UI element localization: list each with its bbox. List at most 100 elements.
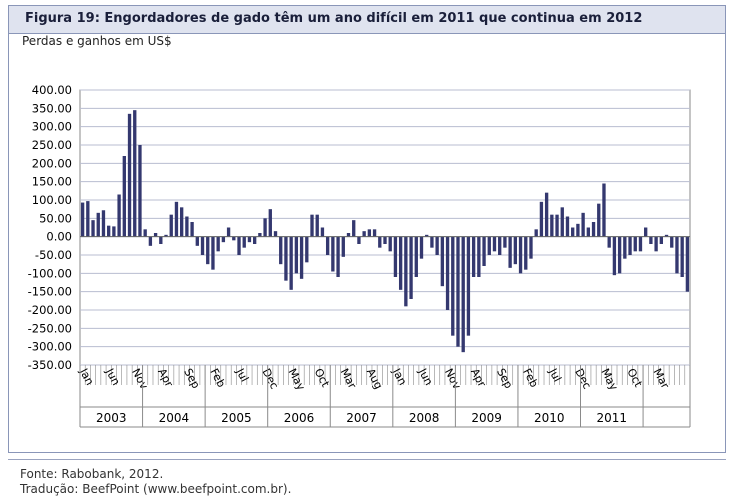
x-tick-label: Oct (312, 366, 333, 390)
bar (185, 216, 189, 237)
chart-svg: 400.00 350.00 300.00 250.00 200.00 150.00 100.… (28, 83, 691, 428)
bar (675, 236, 679, 274)
bar (383, 236, 387, 244)
bar (117, 194, 121, 237)
y-tick-label: 300.00 (32, 120, 72, 134)
bar (451, 236, 455, 336)
bar (357, 236, 361, 244)
bar (591, 222, 596, 237)
bar (565, 216, 570, 237)
bar (544, 192, 549, 237)
bar (482, 236, 486, 266)
bar (513, 236, 518, 265)
bar (91, 220, 95, 237)
bar (122, 156, 126, 237)
bar (200, 236, 205, 255)
bar (362, 231, 366, 237)
bar (325, 236, 330, 255)
x-tick-label: Apr (468, 366, 489, 389)
bar (503, 236, 507, 248)
bar (252, 236, 257, 244)
x-tick-label: May (286, 366, 308, 393)
year-label: 2011 (597, 411, 628, 425)
bar (617, 236, 622, 274)
bar (685, 236, 690, 292)
bar (346, 233, 351, 237)
bar (529, 236, 533, 259)
bar (404, 236, 408, 307)
bar (456, 236, 460, 347)
x-tick-label: Apr (155, 366, 176, 389)
bar (315, 214, 319, 237)
y-tick-label: 0.00 (46, 230, 72, 244)
year-label: 2006 (284, 411, 315, 425)
bar (435, 236, 439, 255)
bar (299, 236, 304, 279)
y-tick-label: -100.00 (28, 266, 72, 280)
bar (305, 236, 309, 263)
year-label: 2007 (346, 411, 377, 425)
x-tick-label: Jan (389, 365, 409, 387)
bar (310, 214, 314, 237)
bar (633, 236, 637, 252)
bar (336, 236, 340, 277)
bar (211, 236, 215, 270)
bar (206, 236, 210, 265)
bar (550, 214, 554, 237)
y-tick-label: -250.00 (28, 321, 72, 335)
title-bar: Figura 19: Engordadores de gado têm um a… (9, 6, 725, 34)
bar (644, 227, 648, 237)
bar (378, 236, 382, 248)
bar (388, 236, 392, 252)
bar (221, 236, 226, 243)
bar (471, 236, 476, 277)
bar (169, 214, 173, 237)
x-tick-label: Jul (233, 365, 251, 384)
bar (623, 236, 627, 259)
bar (232, 236, 236, 241)
translation-note: Tradução: BeefPoint (www.beefpoint.com.b… (20, 482, 292, 496)
bar (628, 236, 632, 255)
bar (341, 236, 345, 257)
bar (425, 234, 429, 237)
bar (242, 236, 246, 248)
bar (127, 113, 132, 237)
y-tick-label: -350.00 (28, 358, 72, 372)
bar (372, 229, 377, 237)
x-tick-label: May (598, 366, 620, 393)
x-tick-label: Jul (546, 365, 564, 384)
bar (419, 236, 424, 259)
bar (409, 236, 413, 299)
bar (398, 236, 403, 290)
bar (680, 236, 684, 277)
y-tick-label: 350.00 (32, 101, 72, 115)
chart-subtitle: Perdas e ganhos em US$ (22, 34, 172, 48)
year-label: 2003 (96, 411, 127, 425)
bar (576, 223, 580, 237)
bar (258, 233, 262, 237)
bar (153, 233, 158, 237)
y-tick-label: -200.00 (28, 303, 72, 317)
bar (226, 227, 231, 237)
bar (461, 236, 465, 353)
bar (440, 236, 445, 287)
bar (508, 236, 512, 268)
bar (237, 236, 241, 255)
bar (164, 234, 168, 237)
bar (216, 236, 220, 252)
bar (670, 236, 674, 248)
bar (414, 236, 418, 277)
bar (586, 227, 591, 237)
bar (664, 234, 669, 237)
bar (148, 236, 153, 246)
bar (133, 110, 137, 237)
bar (159, 236, 163, 244)
bar (143, 229, 147, 237)
bar (602, 183, 606, 237)
year-label: 2010 (534, 411, 565, 425)
bar (320, 227, 325, 237)
bar (190, 222, 194, 237)
bar (638, 236, 643, 252)
bar (174, 201, 179, 237)
bar (581, 212, 585, 237)
